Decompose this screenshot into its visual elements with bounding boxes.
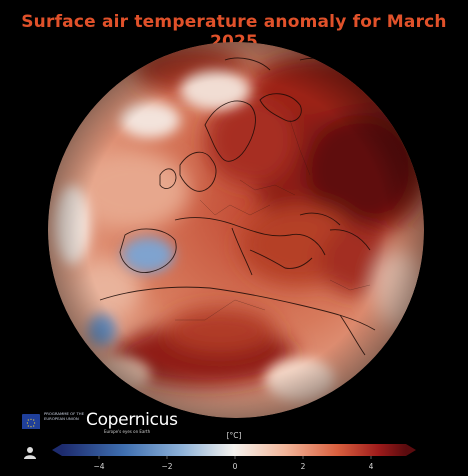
colorbar-max-arrow [406,444,416,456]
eu-flag-icon [22,414,40,429]
colorbar-tick: 2 [300,462,306,471]
anomaly-field [48,42,424,418]
colorbar-tick: 0 [232,462,238,471]
colorbar-tick: −2 [161,462,173,471]
colorbar-min-arrow [52,444,62,456]
colorbar-tick: −4 [93,462,105,471]
user-icon [24,447,36,459]
colorbar-tick: 4 [368,462,374,471]
colorbar [52,444,416,459]
eu-programme-text: PROGRAMME OF THE EUROPEAN UNION [44,411,85,421]
copernicus-tagline: Europe's eyes on Earth [104,429,151,434]
copernicus-logo: Copernicus [86,410,178,430]
colorbar-gradient [62,444,406,456]
colorbar-unit: [°C] [226,431,242,440]
